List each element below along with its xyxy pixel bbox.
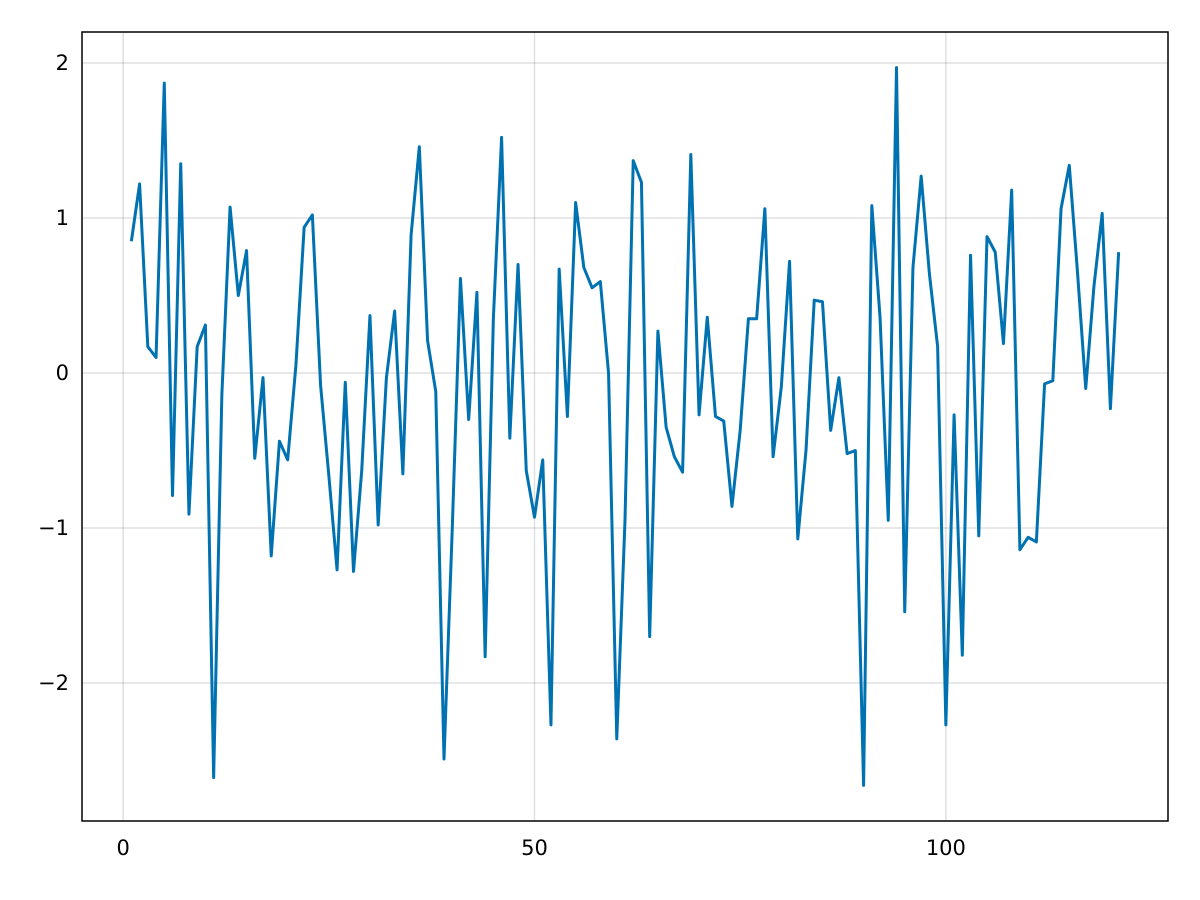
y-tick-label: 1 xyxy=(56,206,69,230)
plot-frame xyxy=(81,31,1169,822)
plot-area xyxy=(82,32,1168,821)
x-tick-label: 50 xyxy=(521,836,548,860)
x-tick-label: 0 xyxy=(116,836,129,860)
y-tick-label: 0 xyxy=(56,361,69,385)
y-tick-label: 2 xyxy=(56,51,69,75)
data-line xyxy=(129,66,1121,787)
y-tick-label: −1 xyxy=(38,516,69,540)
x-tick-label: 100 xyxy=(926,836,966,860)
y-tick-label: −2 xyxy=(38,671,69,695)
